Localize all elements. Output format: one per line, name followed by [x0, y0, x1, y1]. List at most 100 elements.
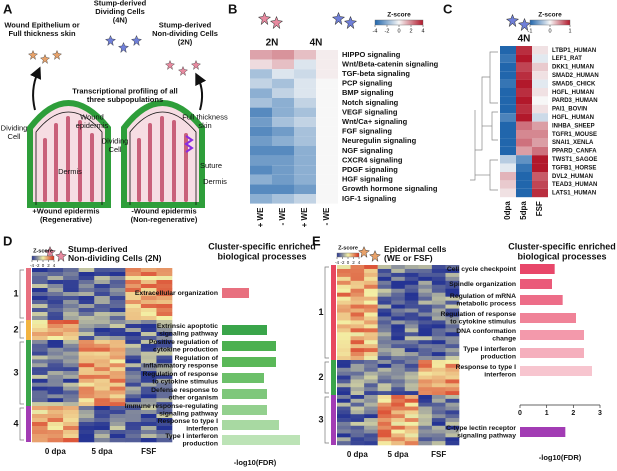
heatmap-cell [272, 117, 294, 127]
heatmap-texture [364, 418, 378, 423]
heatmap-cell [294, 117, 316, 127]
heatmap-texture [63, 284, 79, 289]
row-label: INHBA_SHEEP [552, 123, 595, 129]
heatmap-texture [350, 441, 365, 446]
heatmap-texture [431, 410, 446, 415]
heatmap-texture [63, 340, 79, 345]
heatmap-cell [294, 136, 316, 146]
row-label: HGFL_HUMAN [552, 115, 594, 121]
heatmap-texture [78, 320, 95, 325]
heatmap-texture [140, 363, 157, 368]
heatmap-texture [391, 414, 406, 419]
heatmap-texture [404, 398, 419, 403]
heatmap-texture [63, 402, 79, 407]
schematic-label: Dermis [203, 177, 227, 186]
heatmap-texture [140, 418, 157, 423]
heatmap-texture [140, 386, 157, 391]
heatmap-texture [94, 280, 111, 285]
colorbar [336, 252, 360, 258]
heatmap-texture [377, 296, 392, 301]
heatmap-texture [404, 437, 419, 442]
category-label: Type I interferon [165, 433, 218, 440]
heatmap-cell [516, 138, 532, 147]
heatmap-cell [516, 79, 532, 88]
heatmap-texture [377, 402, 392, 407]
schematic-label: Dividing [1, 124, 28, 133]
heatmap-texture [156, 320, 173, 325]
heatmap-texture [140, 276, 157, 281]
heatmap-texture [364, 348, 378, 353]
row-label: VEGF signaling [342, 107, 398, 116]
heatmap-cell [516, 62, 532, 72]
heatmap-cell [316, 107, 338, 118]
chart-title: Cluster-specific enriched [508, 241, 616, 251]
heatmap-texture [156, 394, 173, 399]
heatmap-cell [316, 184, 338, 194]
heatmap-texture [364, 363, 378, 369]
heatmap-texture [391, 363, 406, 369]
heatmap-texture [156, 378, 173, 384]
heatmap-texture [337, 383, 351, 388]
heatmap-texture [94, 312, 111, 317]
heatmap-texture [445, 383, 460, 388]
heatmap-texture [418, 387, 433, 392]
heatmap-texture [431, 363, 446, 369]
heatmap-texture [431, 418, 446, 423]
colorbar-tick-label: 1 [568, 28, 571, 34]
heatmap-texture [63, 378, 79, 384]
heatmap-cell [516, 88, 532, 97]
heatmap-texture [364, 421, 378, 427]
heatmap-texture [418, 296, 433, 301]
heatmap-texture [140, 430, 157, 435]
heatmap-texture [418, 308, 433, 313]
heatmap-texture [140, 300, 157, 305]
heatmap-texture [78, 340, 95, 345]
heatmap-texture [431, 379, 446, 384]
heatmap-texture [140, 359, 157, 364]
heatmap-texture [404, 344, 419, 349]
heatmap-texture [337, 441, 351, 446]
heatmap-texture [391, 402, 406, 407]
heatmap-texture [364, 280, 378, 286]
heatmap-cell [316, 88, 338, 98]
heatmap-texture [140, 351, 157, 356]
schematic-label: Dividing [102, 137, 129, 146]
heatmap-texture [377, 379, 392, 384]
heatmap-texture [377, 316, 392, 321]
heatmap-texture [32, 332, 48, 337]
heatmap-texture [391, 367, 406, 372]
heatmap-texture [377, 398, 392, 403]
heatmap-texture [431, 391, 446, 396]
heatmap-texture [391, 332, 406, 337]
row-label: TWST1_SAGOE [552, 157, 597, 163]
heatmap-texture [47, 386, 64, 391]
heatmap-texture [32, 288, 48, 293]
heatmap-texture [63, 351, 79, 356]
heatmap-texture [404, 312, 419, 317]
heatmap-texture [404, 356, 419, 361]
heatmap-texture [391, 336, 406, 341]
heatmap-cell [500, 113, 516, 122]
panel-title: Non-dividing Cells (2N) [68, 253, 162, 263]
heatmap-texture [63, 316, 79, 321]
heatmap-texture [78, 386, 95, 391]
heatmap-texture [32, 398, 48, 403]
heatmap-texture [445, 344, 460, 349]
heatmap-texture [125, 316, 142, 321]
category-label: metabolic process [456, 301, 516, 308]
heatmap-texture [140, 394, 157, 399]
heatmap-cell [250, 174, 272, 185]
heatmap-cell [316, 117, 338, 127]
heatmap-texture [32, 355, 48, 360]
heatmap-texture [350, 367, 365, 372]
heatmap-texture [404, 395, 419, 400]
heatmap-texture [418, 410, 433, 415]
heatmap-texture [364, 336, 378, 341]
heatmap-texture [32, 390, 48, 395]
heatmap-texture [47, 438, 64, 443]
heatmap-texture [156, 390, 173, 395]
heatmap-cell [294, 126, 316, 137]
heatmap-texture [78, 378, 95, 384]
heatmap-texture [377, 367, 392, 372]
heatmap-cell [516, 155, 532, 164]
